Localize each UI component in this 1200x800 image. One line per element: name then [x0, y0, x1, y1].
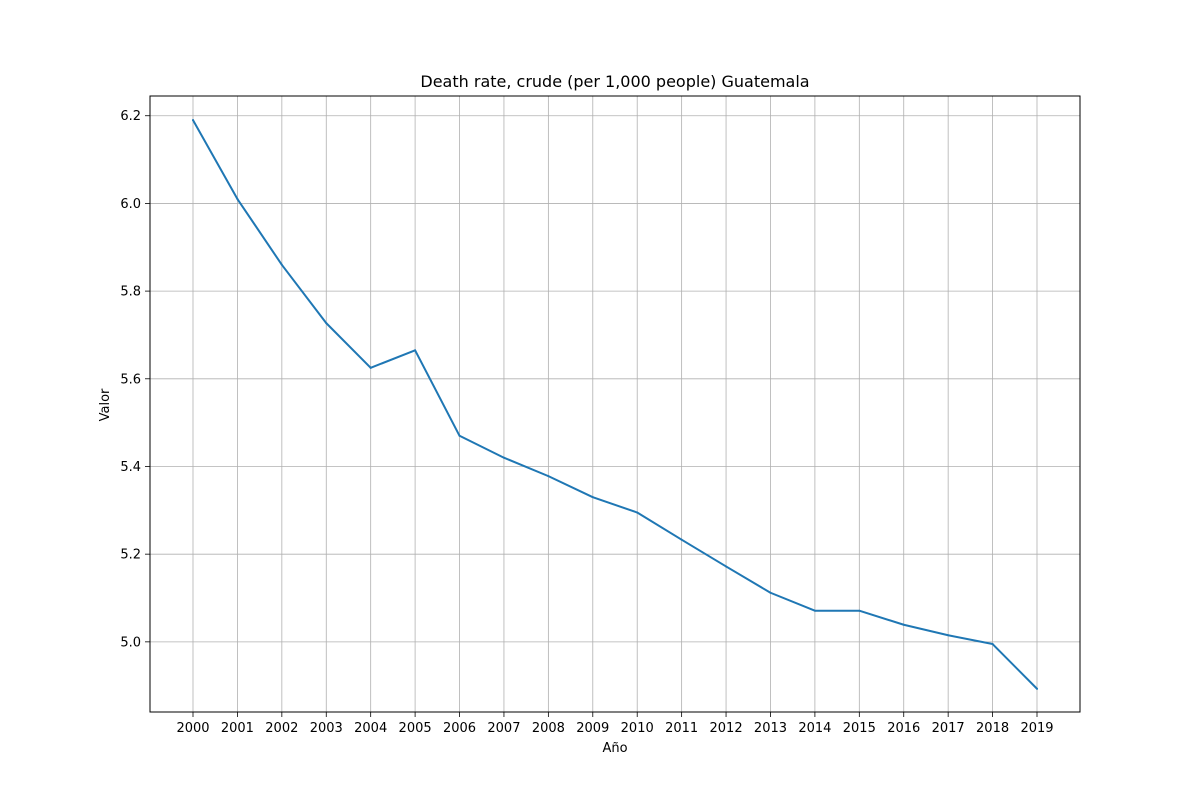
y-tick-label: 6.0: [120, 197, 141, 212]
x-tick-label: 2009: [576, 721, 609, 736]
x-tick-label: 2015: [843, 721, 876, 736]
x-tick-label: 2000: [176, 721, 209, 736]
ticks-layer: 2000 2001 2002 2003 2004 2005 2006 2007 2008 2009…: [120, 109, 1053, 736]
data-point: [547, 475, 550, 478]
x-tick-label: 2018: [976, 721, 1009, 736]
data-point: [769, 591, 772, 594]
series-line: [192, 119, 1038, 690]
x-tick-label: 2010: [621, 721, 654, 736]
data-point: [192, 119, 194, 122]
data-point: [1036, 687, 1038, 690]
y-tick-label: 5.4: [120, 460, 141, 475]
x-tick-label: 2019: [1020, 721, 1053, 736]
x-tick-label: 2011: [665, 721, 698, 736]
data-point: [991, 643, 994, 646]
y-tick-label: 5.0: [120, 635, 141, 650]
data-point: [280, 263, 283, 266]
chart-title: Death rate, crude (per 1,000 people) Gua…: [420, 72, 809, 91]
data-point: [325, 322, 328, 325]
y-tick-label: 5.6: [120, 372, 141, 387]
data-point: [902, 623, 905, 626]
data-point: [858, 609, 861, 612]
grid-layer: [150, 96, 1080, 712]
data-point: [591, 496, 594, 499]
y-tick-label: 6.2: [120, 109, 141, 124]
x-tick-label: 2016: [887, 721, 920, 736]
y-tick-label: 5.8: [120, 285, 141, 300]
x-axis-label: Año: [602, 741, 627, 756]
x-tick-label: 2003: [310, 721, 343, 736]
data-point: [725, 565, 728, 568]
data-point: [236, 198, 239, 201]
data-point: [680, 538, 683, 541]
data-point: [636, 511, 639, 514]
data-point: [502, 456, 505, 459]
x-tick-label: 2001: [221, 721, 254, 736]
data-point: [414, 349, 417, 352]
series-layer: [192, 119, 1038, 690]
x-tick-label: 2012: [710, 721, 743, 736]
x-tick-label: 2002: [265, 721, 298, 736]
data-point: [458, 434, 461, 437]
data-point: [947, 634, 950, 637]
y-axis-label: Valor: [98, 388, 113, 421]
x-tick-label: 2007: [487, 721, 520, 736]
y-tick-label: 5.2: [120, 548, 141, 563]
x-tick-label: 2008: [532, 721, 565, 736]
data-point: [369, 366, 372, 369]
x-tick-label: 2006: [443, 721, 476, 736]
plot-area-frame: [149, 95, 1081, 713]
data-point: [813, 609, 816, 612]
x-tick-label: 2017: [932, 721, 965, 736]
x-tick-label: 2005: [399, 721, 432, 736]
x-tick-label: 2013: [754, 721, 787, 736]
x-tick-label: 2014: [798, 721, 831, 736]
x-tick-label: 2004: [354, 721, 387, 736]
